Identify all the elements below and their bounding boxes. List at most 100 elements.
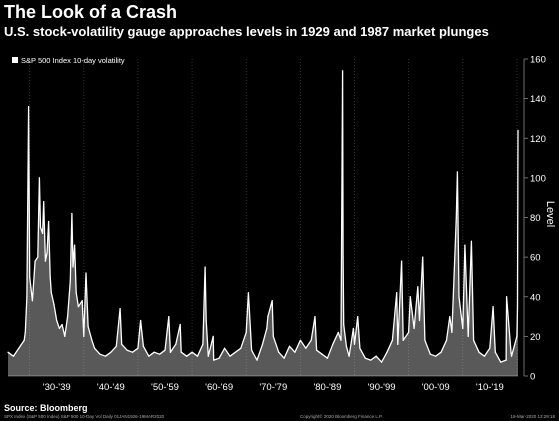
data-point [179, 323, 181, 326]
data-point [66, 315, 69, 318]
data-point [386, 351, 388, 353]
footer-copyright: Copyright© 2020 Bloomberg Finance L.P. [300, 414, 383, 419]
data-point [137, 347, 139, 349]
data-point [455, 216, 457, 219]
data-point [417, 286, 419, 288]
data-point [218, 357, 220, 359]
data-point [119, 308, 121, 310]
data-point [12, 355, 15, 357]
legend-swatch [12, 57, 18, 63]
data-point [234, 351, 236, 353]
data-point [50, 292, 52, 294]
data-point [467, 335, 469, 337]
data-point [205, 319, 207, 322]
x-tick-label: '60-'69 [205, 382, 233, 393]
data-point [191, 351, 193, 353]
data-point [505, 359, 507, 361]
data-point [370, 359, 372, 361]
data-point [266, 327, 268, 330]
data-point [315, 349, 318, 351]
y-tick-label: 20 [530, 332, 541, 343]
data-point [343, 323, 345, 326]
data-point [489, 347, 491, 349]
y-axis-label: Level [544, 201, 556, 227]
data-point [61, 323, 63, 326]
data-point [506, 296, 508, 298]
data-point [271, 300, 273, 302]
y-tick-label: 60 [530, 253, 541, 264]
data-point [64, 335, 66, 337]
data-point [39, 226, 42, 229]
data-point [251, 349, 253, 351]
y-tick-label: 0 [530, 372, 535, 383]
data-point [341, 70, 344, 72]
data-point [27, 105, 30, 108]
data-point [413, 327, 415, 330]
data-point [44, 260, 46, 262]
y-tick-label: 140 [530, 94, 546, 105]
data-point [85, 272, 87, 274]
data-point [213, 359, 215, 361]
series-line [7, 70, 519, 363]
data-point [23, 339, 25, 341]
data-point [494, 351, 496, 353]
data-point [99, 353, 101, 355]
data-point [464, 244, 466, 246]
data-point [359, 347, 361, 349]
x-tick-label: '10-'19 [476, 382, 504, 393]
x-tick-label: '70-'79 [259, 382, 287, 393]
data-point [53, 304, 55, 306]
footer-timestamp: 19-Mar-2020 13:29:18 [510, 414, 555, 419]
data-point [375, 355, 377, 357]
data-point [69, 280, 71, 282]
data-point [7, 351, 9, 353]
data-point [245, 331, 247, 334]
data-point [34, 260, 36, 262]
data-point [58, 327, 61, 330]
data-point [402, 339, 404, 341]
data-point [340, 339, 342, 341]
data-point [38, 177, 41, 179]
data-point [462, 327, 464, 330]
data-point [342, 256, 344, 258]
data-point [31, 300, 33, 302]
data-point [353, 343, 356, 345]
data-point [321, 353, 323, 355]
data-point [418, 319, 421, 322]
data-point [48, 220, 50, 223]
y-tick-label: 160 [530, 55, 546, 66]
data-point [202, 343, 204, 345]
data-point [332, 343, 334, 345]
data-point [440, 351, 442, 353]
data-point [148, 355, 150, 357]
data-point [267, 315, 269, 318]
y-tick-label: 80 [530, 213, 541, 224]
x-tick-label: '40-'49 [97, 382, 125, 393]
data-point [492, 306, 494, 308]
data-point [305, 347, 307, 349]
data-point [229, 355, 231, 357]
x-tick-label: '00-'09 [422, 382, 450, 393]
data-point [94, 347, 96, 349]
data-point [73, 244, 76, 246]
legend-label: S&P 500 Index 10-day volatility [21, 56, 125, 65]
data-point [29, 276, 31, 278]
data-point [424, 339, 426, 341]
data-point [326, 357, 329, 359]
data-point [212, 335, 214, 337]
data-point [115, 345, 117, 347]
data-point [87, 325, 89, 328]
data-point [510, 351, 512, 353]
data-point [380, 361, 383, 363]
data-point [397, 343, 399, 345]
data-point [24, 331, 26, 334]
legend: S&P 500 Index 10-day volatility [12, 56, 125, 65]
data-point [37, 256, 39, 258]
data-point [158, 353, 161, 355]
data-point [131, 351, 134, 353]
y-axis: 0 20 40 60 80 100 120 140 160 [523, 55, 546, 383]
chart-title: The Look of a Crash [4, 2, 178, 22]
data-point [458, 296, 460, 298]
x-axis: '30-'39 '40-'49 '50-'59 '60-'69 '70-'79 '80-'… [8, 375, 518, 393]
data-point [26, 296, 28, 298]
